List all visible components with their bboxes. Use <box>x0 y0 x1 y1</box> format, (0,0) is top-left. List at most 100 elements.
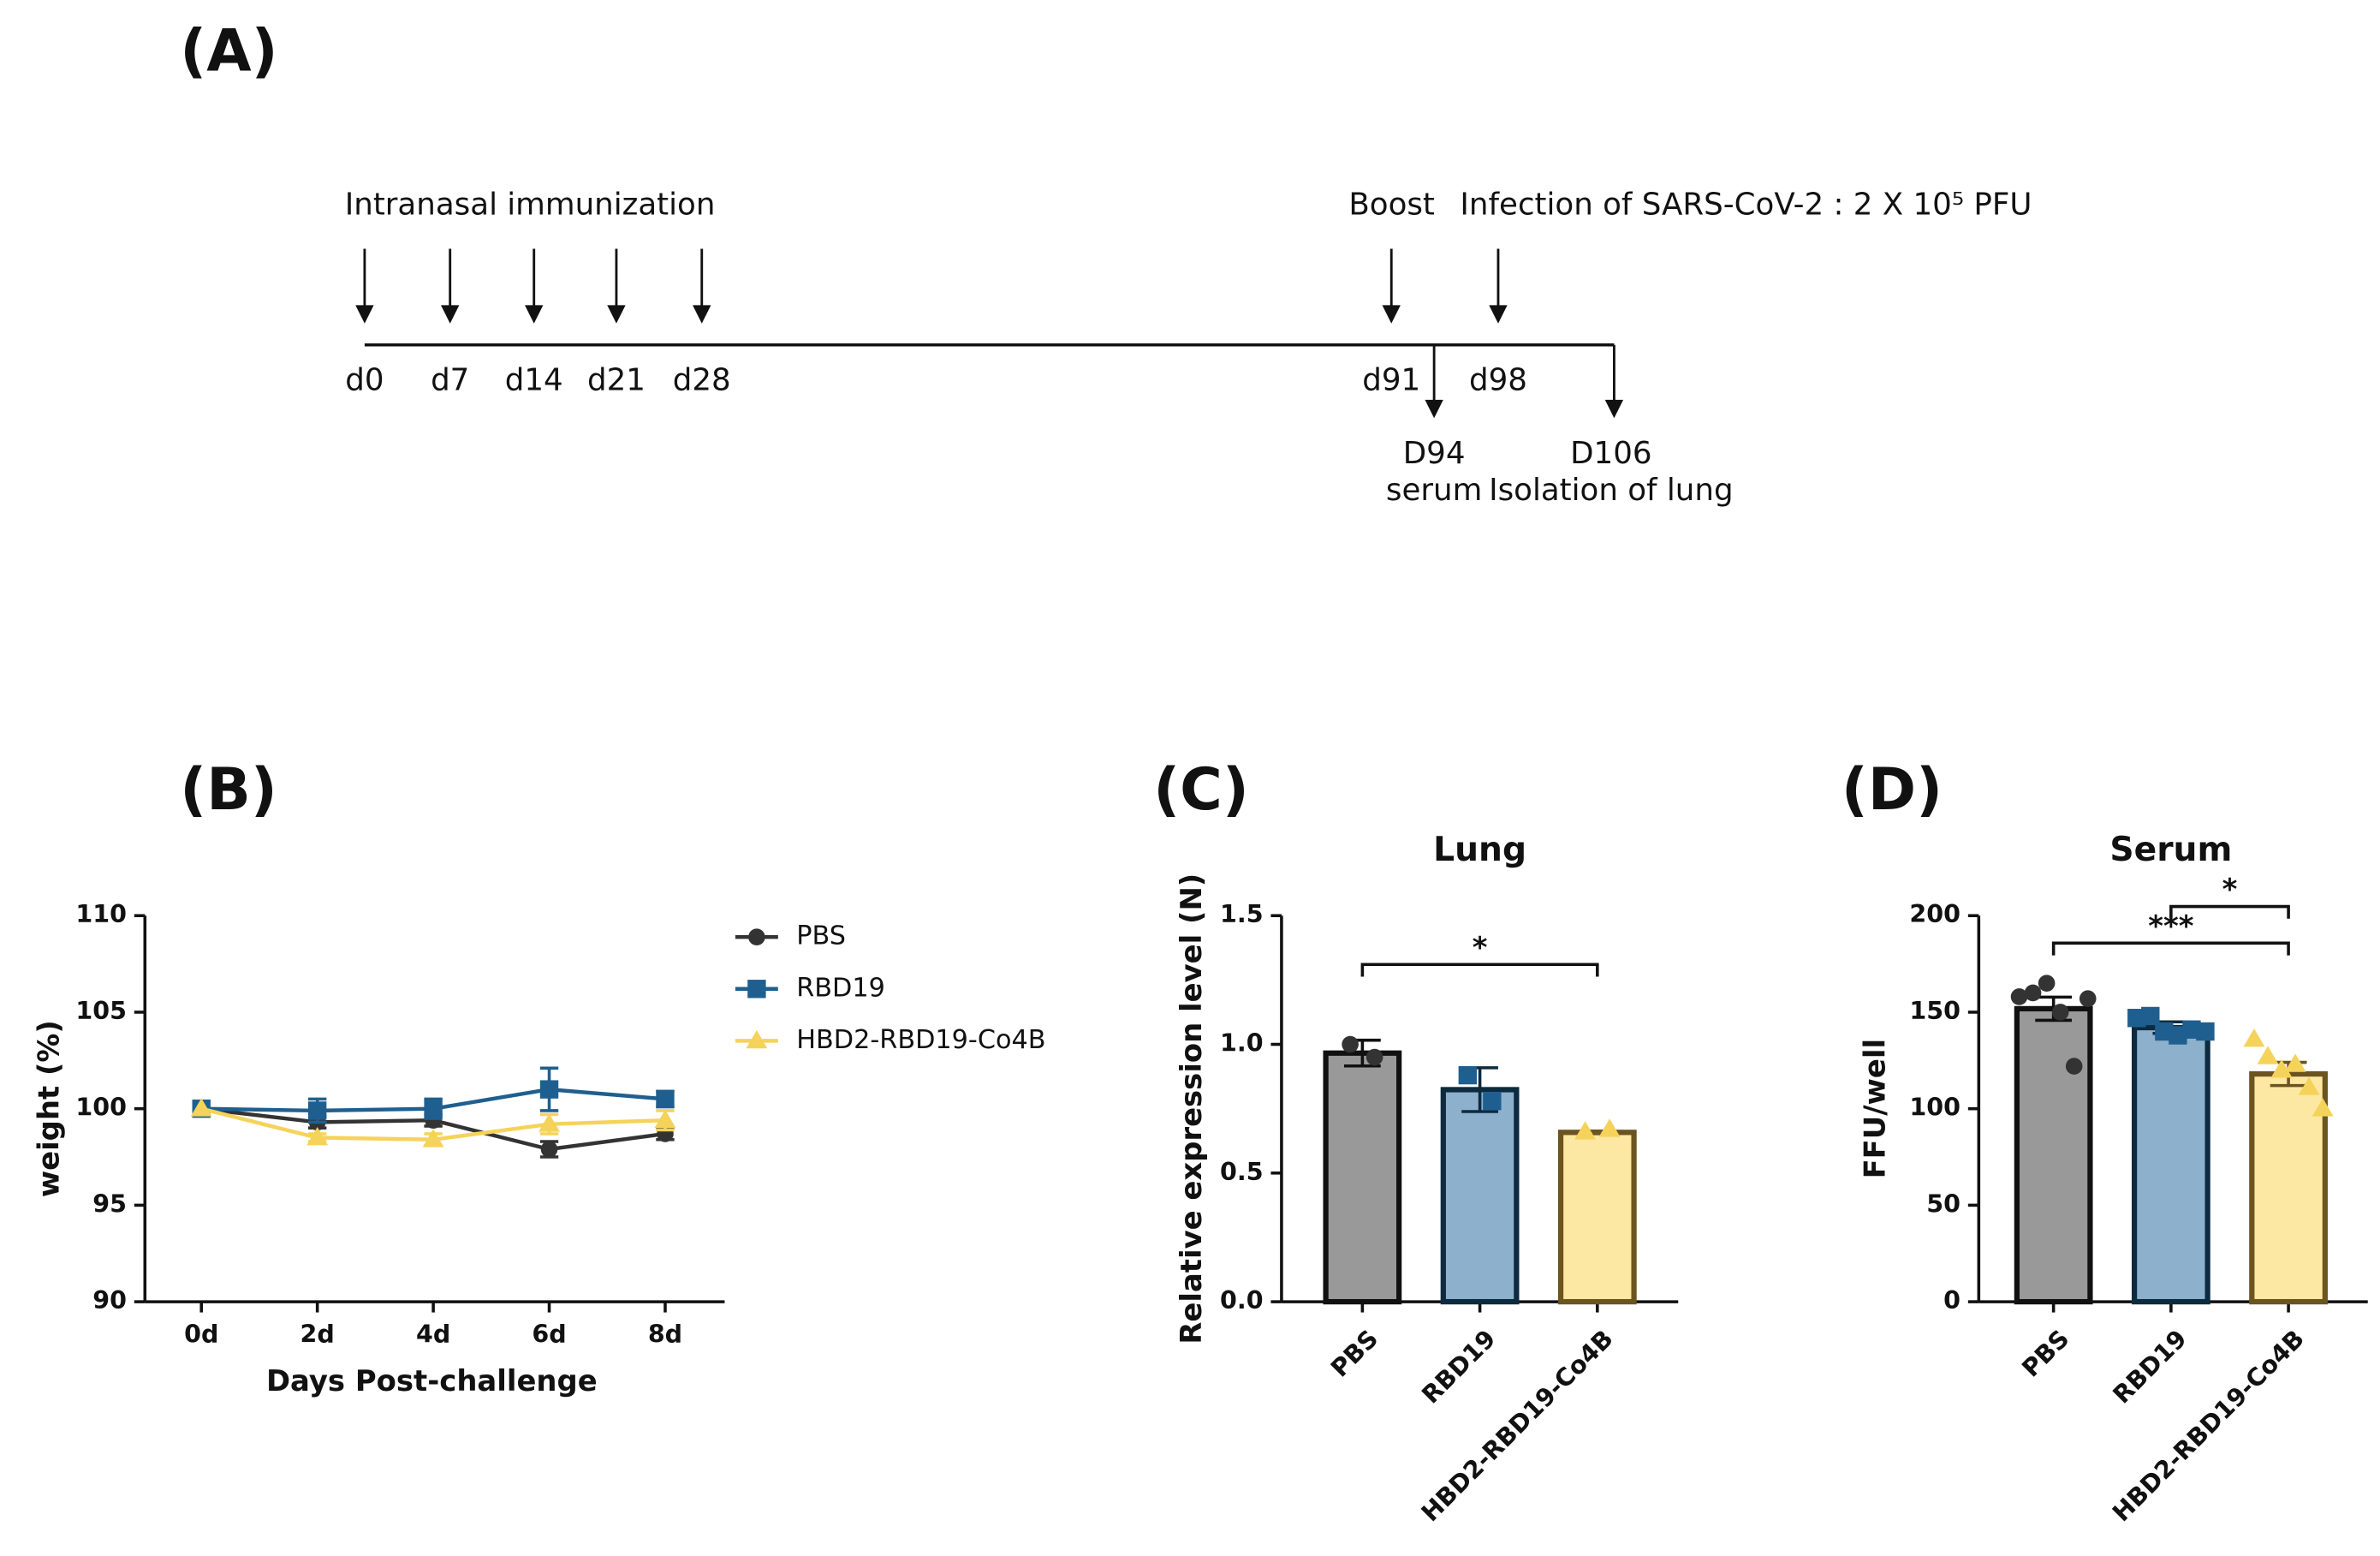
marker <box>538 1113 561 1132</box>
marker <box>422 1129 444 1148</box>
y-axis-label: FFU/well <box>1858 1039 1891 1179</box>
x-tick-label: PBS <box>1325 1325 1383 1383</box>
marker <box>307 1101 327 1120</box>
x-tick-label: 6d <box>532 1320 566 1348</box>
marker <box>540 1141 558 1158</box>
arrow-head <box>355 305 374 324</box>
data-point <box>2182 1020 2201 1039</box>
marker <box>539 1080 559 1099</box>
x-tick-label: HBD2-RBD19-Co4B <box>2107 1325 2310 1528</box>
y-axis-label: Relative expression level (N) <box>1175 873 1208 1344</box>
chart-title: Lung <box>1433 831 1526 869</box>
data-point <box>2010 988 2028 1005</box>
data-point <box>2284 1053 2306 1072</box>
timeline-label: Intranasal immunization <box>345 188 716 223</box>
y-tick-label: 50 <box>1926 1189 1961 1218</box>
y-tick-label: 110 <box>75 900 127 928</box>
y-tick-label: 200 <box>1909 900 1960 928</box>
significance-label: * <box>2222 873 2238 906</box>
data-point <box>2257 1046 2279 1064</box>
day-label: d0 <box>345 363 384 398</box>
sample-label: D106 <box>1570 436 1651 471</box>
bar <box>2249 1070 2328 1305</box>
data-point <box>1366 1048 1383 1066</box>
data-point <box>2065 1058 2083 1075</box>
bar <box>2131 1024 2210 1305</box>
arrow-head <box>1489 305 1508 324</box>
panel-label: (B) <box>180 755 277 823</box>
y-tick-label: 150 <box>1909 997 1960 1025</box>
data-point <box>2270 1059 2293 1078</box>
day-label: d14 <box>505 363 563 398</box>
x-tick-label: 2d <box>300 1320 335 1348</box>
bar <box>1440 1087 1520 1305</box>
panel-label: (C) <box>1153 755 1249 823</box>
data-point <box>1483 1091 1502 1111</box>
arrow-head <box>607 305 626 324</box>
day-label: d28 <box>673 363 731 398</box>
data-point <box>2024 984 2042 1002</box>
arrow-head <box>1425 399 1443 419</box>
x-axis-label: Days Post-challenge <box>266 1364 598 1398</box>
bar <box>2014 1005 2093 1305</box>
chart-title: Serum <box>2109 831 2232 869</box>
arrow-head <box>693 305 711 324</box>
timeline-label: Infection of SARS-CoV-2 : 2 X 10⁵ PFU <box>1460 188 2032 223</box>
x-tick-label: RBD19 <box>2108 1325 2193 1410</box>
x-tick-label: 4d <box>416 1320 450 1348</box>
bar <box>1323 1050 1402 1305</box>
arrow-head <box>1382 305 1401 324</box>
y-tick-label: 0.0 <box>1220 1286 1264 1315</box>
legend-marker <box>748 928 765 945</box>
marker <box>424 1099 443 1118</box>
bar <box>1557 1130 1637 1305</box>
data-point <box>2298 1076 2320 1095</box>
x-tick-label: HBD2-RBD19-Co4B <box>1416 1325 1619 1528</box>
marker <box>306 1127 329 1146</box>
legend-label: PBS <box>796 921 846 951</box>
data-point <box>2038 975 2056 992</box>
legend-label: RBD19 <box>796 973 885 1003</box>
data-point <box>1598 1118 1621 1137</box>
y-tick-label: 100 <box>1909 1094 1960 1122</box>
data-point <box>1342 1035 1359 1053</box>
significance-label: * <box>1473 931 1488 964</box>
arrow-head <box>441 305 460 324</box>
data-point <box>1574 1121 1597 1140</box>
significance-bracket <box>2051 941 2290 956</box>
day-label: d21 <box>587 363 646 398</box>
legend-marker <box>747 980 766 999</box>
x-tick-label: 8d <box>648 1320 682 1348</box>
y-tick-label: 0.5 <box>1220 1158 1264 1186</box>
panel-label: (A) <box>180 17 277 85</box>
y-tick-label: 0 <box>1943 1286 1961 1315</box>
y-tick-label: 100 <box>75 1094 127 1122</box>
x-tick-label: RBD19 <box>1416 1325 1501 1410</box>
panel-label: (D) <box>1842 755 1943 823</box>
y-tick-label: 95 <box>92 1189 127 1218</box>
y-tick-label: 90 <box>92 1286 127 1315</box>
significance-bracket <box>1360 963 1599 977</box>
y-axis-label: weight (%) <box>32 1020 65 1197</box>
sample-label: serum <box>1386 473 1482 508</box>
y-tick-label: 105 <box>75 997 127 1025</box>
day-label: d91 <box>1362 363 1420 398</box>
day-label: d98 <box>1469 363 1527 398</box>
marker <box>654 1109 676 1129</box>
arrow-head <box>1604 399 1624 419</box>
y-tick-label: 1.0 <box>1220 1029 1264 1058</box>
marker <box>656 1089 675 1109</box>
timeline-label: Boost <box>1348 188 1435 223</box>
sample-label: Isolation of lung <box>1489 473 1734 508</box>
x-tick-label: 0d <box>184 1320 218 1348</box>
day-label: d7 <box>431 363 469 398</box>
arrow-head <box>525 305 544 324</box>
data-point <box>2079 990 2097 1007</box>
significance-bracket <box>2169 904 2290 919</box>
x-tick-label: PBS <box>2017 1325 2075 1383</box>
legend-label: HBD2-RBD19-Co4B <box>796 1025 1045 1055</box>
data-point <box>2051 1004 2069 1021</box>
data-point <box>2243 1028 2265 1047</box>
